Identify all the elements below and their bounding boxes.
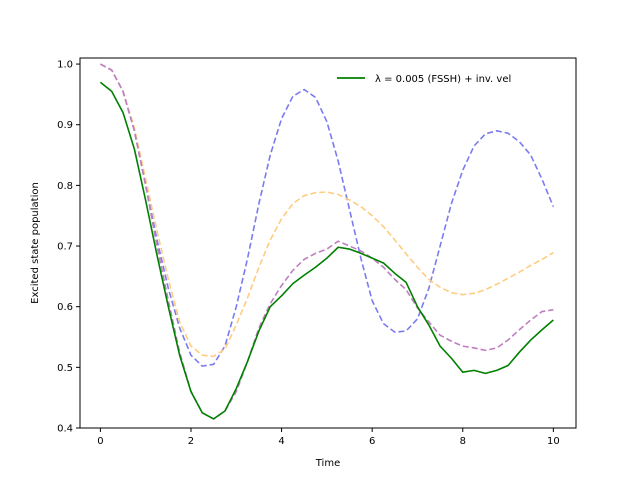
y-axis-label: Excited state population xyxy=(30,182,41,304)
y-tick-label: 0.4 xyxy=(57,424,73,435)
plot-area xyxy=(99,63,555,420)
x-tick-label: 4 xyxy=(278,436,284,447)
axes-frame xyxy=(79,57,577,429)
legend-label: λ = 0.005 (FSSH) + inv. vel xyxy=(375,74,511,85)
x-tick-label: 10 xyxy=(547,436,560,447)
y-tick-label: 0.7 xyxy=(57,242,73,253)
y-tick-label: 0.6 xyxy=(57,302,73,313)
y-tick-label: 0.8 xyxy=(57,181,73,192)
series-line-3 xyxy=(99,81,554,420)
y-tick-label: 0.5 xyxy=(57,363,73,374)
y-axis: 0.4 0.5 0.6 0.7 0.8 0.9 1.0 xyxy=(57,60,80,435)
x-tick-label: 0 xyxy=(97,436,103,447)
x-tick-label: 8 xyxy=(460,436,466,447)
y-tick-label: 0.9 xyxy=(57,120,73,131)
x-tick-label: 2 xyxy=(188,436,194,447)
x-axis-label: Time xyxy=(315,458,340,469)
y-tick-label: 1.0 xyxy=(57,60,73,71)
legend: λ = 0.005 (FSSH) + inv. vel xyxy=(337,74,511,85)
x-axis: 0 2 4 6 8 10 xyxy=(97,428,560,447)
x-tick-label: 6 xyxy=(369,436,375,447)
series-line-0 xyxy=(100,63,555,367)
